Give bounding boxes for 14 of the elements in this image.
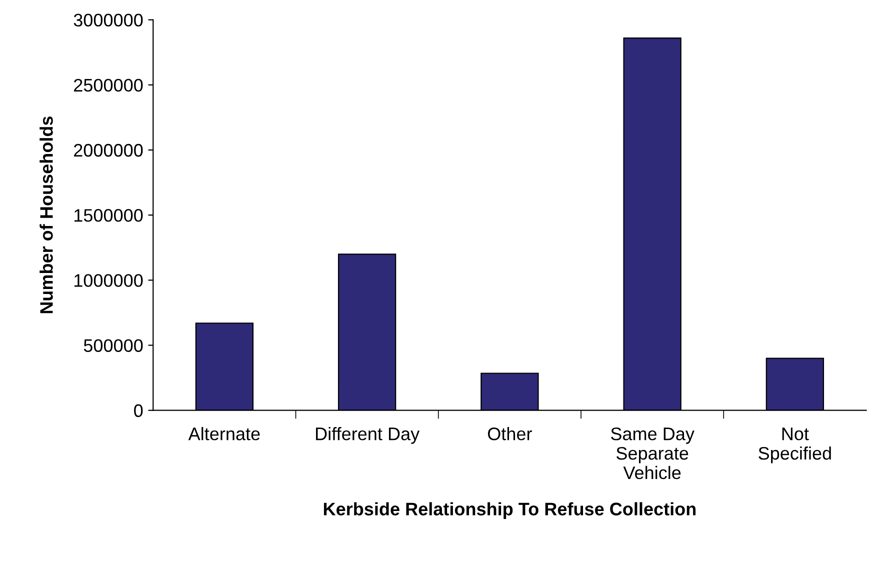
x-tick-label: Not Specified	[758, 428, 831, 464]
x-tick-label: Different Day	[316, 427, 420, 444]
y-tick-label: 1500000	[74, 209, 143, 222]
x-tick-label: Alternate	[188, 427, 260, 440]
x-axis-title: Kerbside Relationship To Refuse Collection	[324, 502, 696, 520]
y-tick-label: 0	[134, 404, 143, 418]
y-tick-label: 500000	[84, 339, 143, 352]
y-tick-label: 2500000	[74, 78, 143, 92]
x-tick-label: Other	[488, 427, 532, 440]
y-tick-label: 1000000	[74, 274, 143, 287]
x-tick-label: Same Day Separate Vehicle	[610, 427, 694, 480]
y-axis-title: Number of Households	[40, 116, 53, 314]
y-tick-label: 2000000	[74, 144, 143, 157]
y-tick-label: 3000000	[74, 14, 143, 27]
